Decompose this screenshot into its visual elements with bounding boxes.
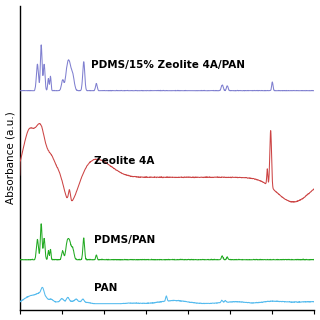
Text: PAN: PAN (94, 283, 117, 292)
Text: PDMS/PAN: PDMS/PAN (94, 235, 155, 245)
Text: Zeolite 4A: Zeolite 4A (94, 156, 154, 166)
Y-axis label: Absorbance (a.u.): Absorbance (a.u.) (5, 112, 16, 204)
Text: PDMS/15% Zeolite 4A/PAN: PDMS/15% Zeolite 4A/PAN (91, 60, 245, 70)
